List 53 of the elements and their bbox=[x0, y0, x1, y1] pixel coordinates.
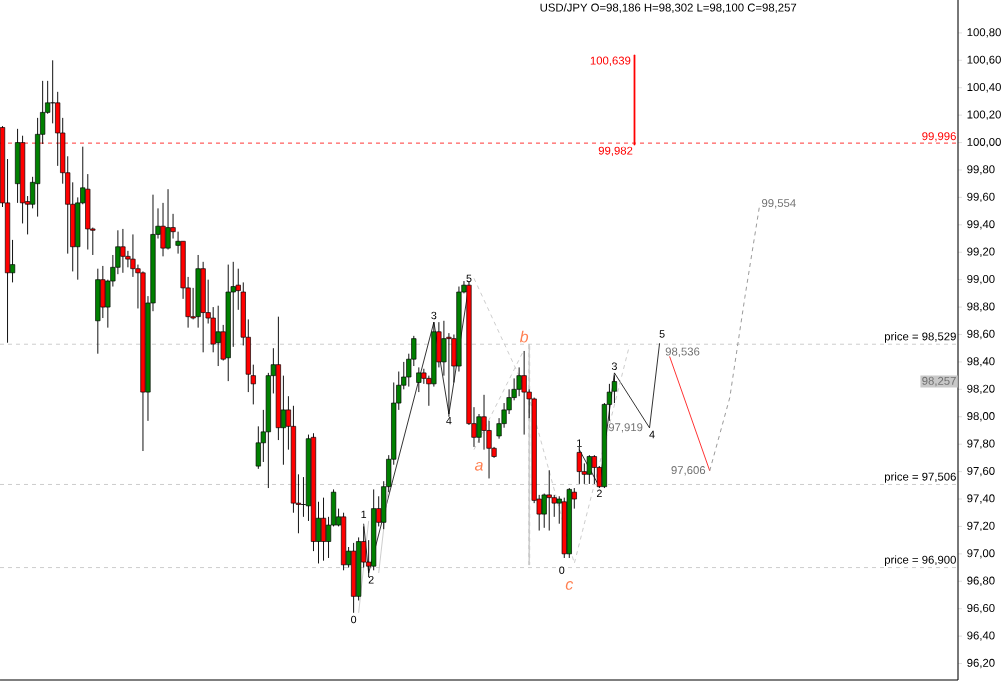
y-tick-label: 98,00 bbox=[967, 412, 995, 422]
y-tick-label: 96,80 bbox=[967, 576, 995, 586]
annotation: 5 bbox=[659, 330, 665, 338]
y-tick-label: 100,20 bbox=[967, 110, 1001, 120]
annotation: 0 bbox=[559, 566, 565, 574]
annotation: 4 bbox=[446, 416, 452, 425]
annotation: a bbox=[474, 461, 483, 471]
y-tick-label: 99,80 bbox=[967, 165, 995, 175]
annotation: 97,606 bbox=[671, 466, 706, 476]
ref-line-label: price = 98,529 bbox=[884, 332, 956, 343]
annotation: b bbox=[519, 330, 529, 343]
ref-line-label: price = 96,900 bbox=[884, 555, 956, 566]
y-tick-label: 100,40 bbox=[967, 83, 1001, 93]
annotation: 1 bbox=[361, 510, 367, 519]
annotation: 2 bbox=[596, 489, 602, 498]
chart-title: USD/JPY O=98,186 H=98,302 L=98,100 C=98,257 bbox=[540, 3, 797, 13]
candlestick bbox=[611, 374, 618, 404]
ref-line-label: 99,996 bbox=[922, 132, 956, 142]
y-tick-label: 98,20 bbox=[967, 384, 995, 395]
annotation: 0 bbox=[351, 615, 357, 624]
y-tick-label: 97,20 bbox=[967, 521, 995, 532]
y-tick-label: 99,40 bbox=[967, 220, 995, 230]
y-tick-label: 100,00 bbox=[967, 137, 1001, 148]
annotation: 99,982 bbox=[598, 146, 633, 156]
annotation: 5 bbox=[466, 274, 472, 283]
y-tick-label: 97,00 bbox=[967, 549, 995, 559]
y-tick-label: 96,40 bbox=[967, 631, 995, 641]
annotation: 3 bbox=[431, 311, 437, 320]
annotation: 98,536 bbox=[665, 347, 700, 357]
y-tick-label: 100,60 bbox=[967, 55, 1001, 65]
y-tick-label: 98,40 bbox=[967, 357, 995, 367]
y-tick-label: 99,00 bbox=[967, 274, 995, 285]
y-tick-label: 97,40 bbox=[967, 494, 995, 504]
y-tick-label: 97,60 bbox=[967, 466, 995, 477]
y-tick-label: 99,60 bbox=[967, 192, 995, 203]
annotation: 99,554 bbox=[762, 199, 796, 209]
annotation: 3 bbox=[611, 362, 617, 370]
y-tick-label: 96,60 bbox=[967, 604, 995, 614]
y-tick-label: 100,80 bbox=[967, 28, 1001, 38]
annotation: 4 bbox=[649, 430, 655, 439]
annotation: 97,919 bbox=[608, 423, 643, 433]
y-tick-label: 96,20 bbox=[967, 658, 995, 669]
annotation: 98,257 bbox=[922, 376, 956, 387]
annotation: 2 bbox=[368, 575, 374, 584]
y-tick-label: 98,80 bbox=[967, 302, 995, 312]
annotation: c bbox=[565, 581, 574, 590]
y-tick-label: 97,80 bbox=[967, 439, 995, 449]
candlestick bbox=[320, 497, 327, 562]
y-tick-label: 98,60 bbox=[967, 329, 995, 340]
y-tick-label: 99,20 bbox=[967, 247, 995, 257]
annotation: 100,639 bbox=[590, 56, 631, 66]
ref-line-label: price = 97,506 bbox=[884, 472, 956, 483]
annotation: 1 bbox=[577, 439, 582, 447]
